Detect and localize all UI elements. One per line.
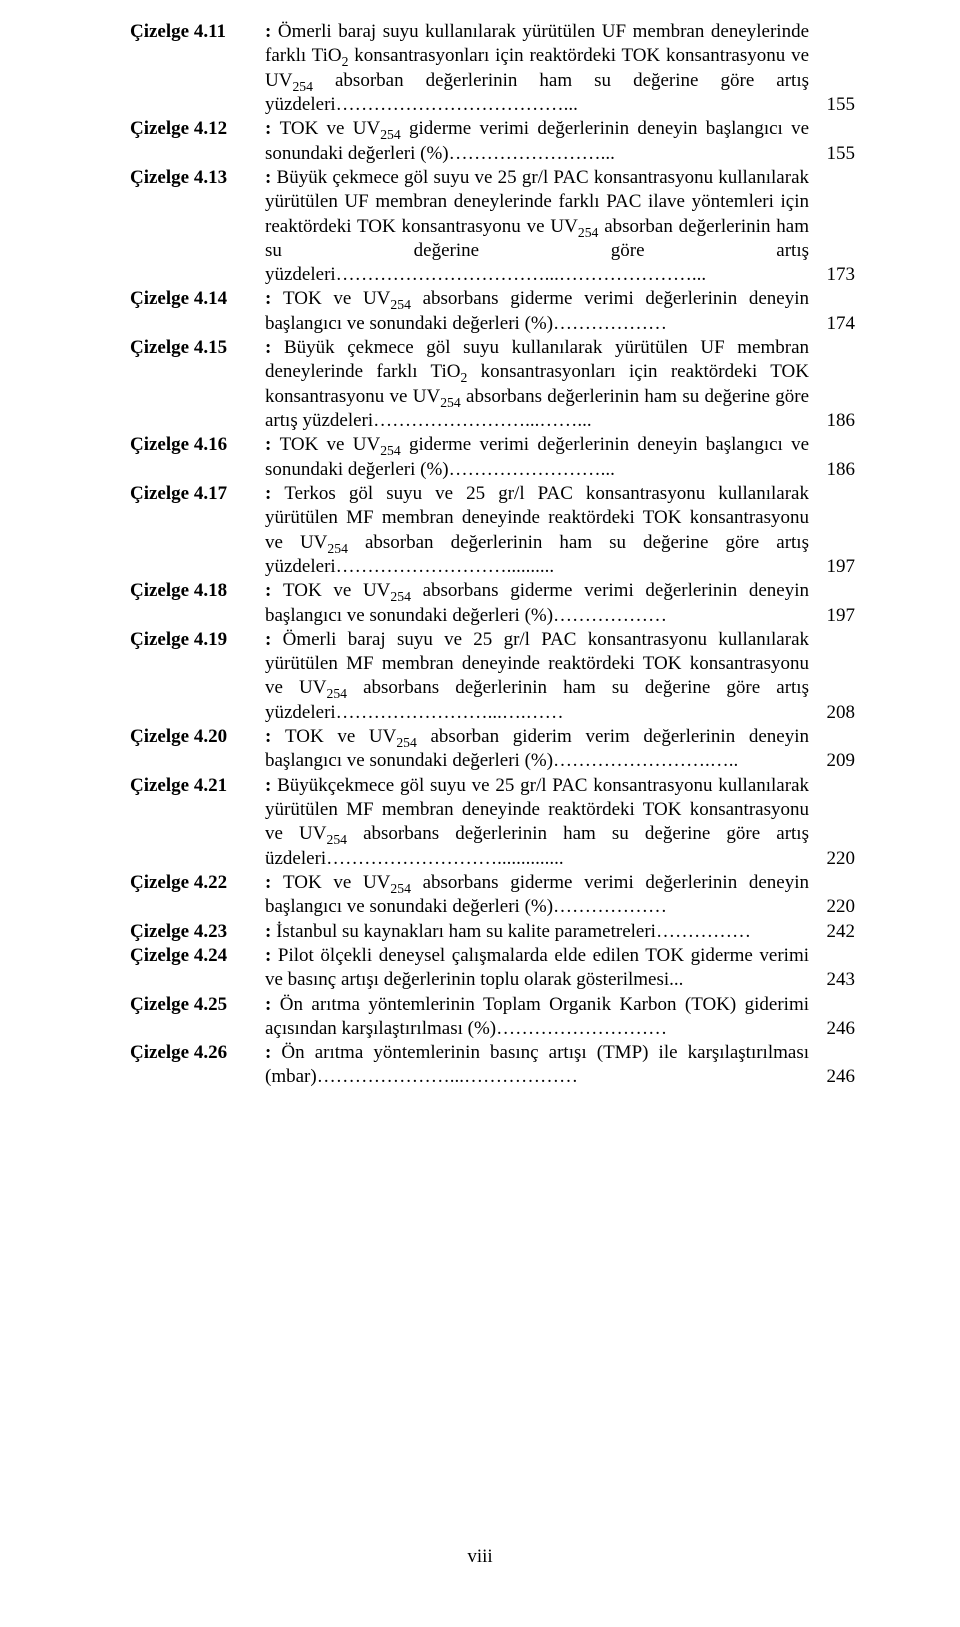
entry-page: 186 (815, 458, 855, 482)
entry-description: : Ön arıtma yöntemlerinin Toplam Organik… (265, 993, 815, 1042)
entry-label: Çizelge 4.14 (130, 287, 265, 311)
toc-entry: Çizelge 4.14: TOK ve UV254 absorbans gid… (130, 287, 855, 336)
entry-page: 220 (815, 847, 855, 871)
toc-entry: Çizelge 4.21: Büyükçekmece göl suyu ve 2… (130, 774, 855, 871)
entry-page: 242 (815, 920, 855, 944)
entry-description: : Büyük çekmece göl suyu ve 25 gr/l PAC … (265, 166, 815, 288)
entry-page: 174 (815, 312, 855, 336)
entry-label: Çizelge 4.17 (130, 482, 265, 506)
toc-entry: Çizelge 4.24: Pilot ölçekli deneysel çal… (130, 944, 855, 993)
entry-description: : TOK ve UV254 absorbans giderme verimi … (265, 579, 815, 628)
toc-entry: Çizelge 4.16: TOK ve UV254 giderme verim… (130, 433, 855, 482)
entry-description: : TOK ve UV254 absorbans giderme verimi … (265, 287, 815, 336)
entry-page: 155 (815, 93, 855, 117)
entry-description: : Büyükçekmece göl suyu ve 25 gr/l PAC k… (265, 774, 815, 871)
entry-page: 246 (815, 1017, 855, 1041)
entry-label: Çizelge 4.20 (130, 725, 265, 749)
toc-entry: Çizelge 4.26: Ön arıtma yöntemlerinin ba… (130, 1041, 855, 1090)
toc-entry: Çizelge 4.11: Ömerli baraj suyu kullanıl… (130, 20, 855, 117)
entry-label: Çizelge 4.22 (130, 871, 265, 895)
entry-label: Çizelge 4.21 (130, 774, 265, 798)
entry-label: Çizelge 4.24 (130, 944, 265, 968)
toc-entry: Çizelge 4.13: Büyük çekmece göl suyu ve … (130, 166, 855, 288)
toc-entry: Çizelge 4.25: Ön arıtma yöntemlerinin To… (130, 993, 855, 1042)
entry-label: Çizelge 4.19 (130, 628, 265, 652)
entry-page: 220 (815, 895, 855, 919)
entry-page: 208 (815, 701, 855, 725)
entry-description: : Pilot ölçekli deneysel çalışmalarda el… (265, 944, 815, 993)
entry-page: 197 (815, 555, 855, 579)
entry-page: 243 (815, 968, 855, 992)
entry-description: : TOK ve UV254 absorban giderim verim de… (265, 725, 815, 774)
entry-description: : Büyük çekmece göl suyu kullanılarak yü… (265, 336, 815, 433)
entry-label: Çizelge 4.13 (130, 166, 265, 190)
entry-description: : İstanbul su kaynakları ham su kalite p… (265, 920, 815, 944)
entry-label: Çizelge 4.25 (130, 993, 265, 1017)
page: Çizelge 4.11: Ömerli baraj suyu kullanıl… (0, 0, 960, 1627)
toc-entry: Çizelge 4.17: Terkos göl suyu ve 25 gr/l… (130, 482, 855, 579)
toc-entry: Çizelge 4.18: TOK ve UV254 absorbans gid… (130, 579, 855, 628)
entry-description: : Ömerli baraj suyu ve 25 gr/l PAC konsa… (265, 628, 815, 725)
entry-label: Çizelge 4.18 (130, 579, 265, 603)
entry-description: : Ön arıtma yöntemlerinin basınç artışı … (265, 1041, 815, 1090)
entry-label: Çizelge 4.11 (130, 20, 265, 44)
entry-label: Çizelge 4.15 (130, 336, 265, 360)
entry-label: Çizelge 4.26 (130, 1041, 265, 1065)
toc-entry: Çizelge 4.23: İstanbul su kaynakları ham… (130, 920, 855, 944)
entry-description: : TOK ve UV254 absorbans giderme verimi … (265, 871, 815, 920)
toc-entry: Çizelge 4.15: Büyük çekmece göl suyu kul… (130, 336, 855, 433)
entry-page: 197 (815, 604, 855, 628)
entry-page: 186 (815, 409, 855, 433)
entry-description: : TOK ve UV254 giderme verimi değerlerin… (265, 433, 815, 482)
toc-entry: Çizelge 4.12: TOK ve UV254 giderme verim… (130, 117, 855, 166)
toc-entry: Çizelge 4.20: TOK ve UV254 absorban gide… (130, 725, 855, 774)
entry-page: 246 (815, 1065, 855, 1089)
entry-label: Çizelge 4.12 (130, 117, 265, 141)
entry-label: Çizelge 4.16 (130, 433, 265, 457)
entry-description: : Ömerli baraj suyu kullanılarak yürütül… (265, 20, 815, 117)
entry-page: 155 (815, 142, 855, 166)
entry-description: : Terkos göl suyu ve 25 gr/l PAC konsant… (265, 482, 815, 579)
toc-list: Çizelge 4.11: Ömerli baraj suyu kullanıl… (130, 20, 855, 1090)
toc-entry: Çizelge 4.19: Ömerli baraj suyu ve 25 gr… (130, 628, 855, 725)
toc-entry: Çizelge 4.22: TOK ve UV254 absorbans gid… (130, 871, 855, 920)
entry-page: 173 (815, 263, 855, 287)
entry-description: : TOK ve UV254 giderme verimi değerlerin… (265, 117, 815, 166)
page-number: viii (0, 1545, 960, 1569)
entry-label: Çizelge 4.23 (130, 920, 265, 944)
entry-page: 209 (815, 749, 855, 773)
